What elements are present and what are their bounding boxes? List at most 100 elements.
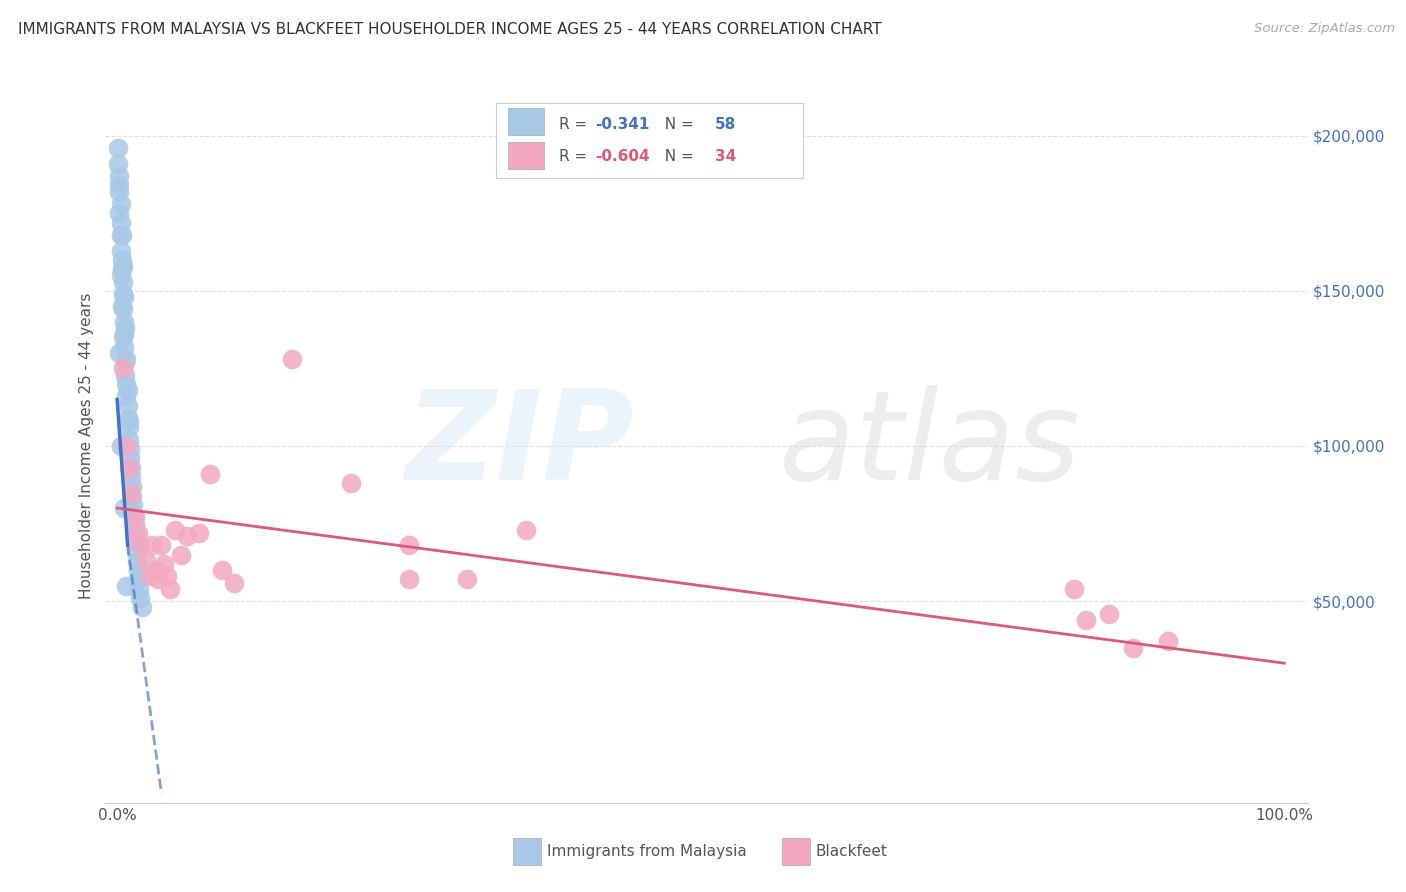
Point (110, 244, 132, 258)
Point (111, 252, 134, 267)
Point (114, 368, 136, 382)
Point (107, 156, 129, 170)
Point (115, 389, 138, 403)
Point (281, 352, 304, 367)
Point (111, 259, 134, 273)
Text: 34: 34 (714, 149, 737, 164)
Point (110, 216, 132, 230)
Point (111, 330, 134, 344)
Point (150, 538, 173, 552)
Point (112, 501, 135, 516)
Point (111, 227, 134, 242)
Point (115, 376, 138, 391)
Point (1063, 582, 1085, 596)
Point (129, 591, 152, 605)
Point (125, 544, 148, 558)
Point (170, 548, 193, 562)
Point (117, 411, 139, 425)
Point (118, 442, 141, 456)
Text: ZIP: ZIP (406, 385, 634, 507)
Point (127, 573, 149, 587)
Point (110, 227, 132, 242)
Text: atlas: atlas (779, 385, 1081, 507)
Point (124, 516, 146, 531)
Point (120, 470, 142, 484)
Point (108, 169, 131, 183)
Point (122, 508, 145, 522)
Point (115, 352, 138, 367)
Point (146, 573, 169, 587)
Point (118, 451, 141, 466)
Point (111, 262, 134, 277)
Point (176, 529, 198, 543)
Point (111, 361, 134, 376)
Text: Immigrants from Malaysia: Immigrants from Malaysia (547, 845, 747, 859)
Point (118, 433, 141, 447)
Text: N =: N = (655, 149, 699, 164)
Text: N =: N = (655, 117, 699, 132)
Point (112, 327, 135, 342)
Text: R =: R = (558, 149, 592, 164)
Point (159, 582, 181, 596)
Point (115, 439, 138, 453)
Point (110, 197, 132, 211)
Text: 58: 58 (714, 117, 737, 132)
Point (222, 575, 245, 590)
Point (145, 563, 167, 577)
Point (115, 579, 138, 593)
Point (165, 523, 187, 537)
Text: IMMIGRANTS FROM MALAYSIA VS BLACKFEET HOUSEHOLDER INCOME AGES 25 - 44 YEARS CORR: IMMIGRANTS FROM MALAYSIA VS BLACKFEET HO… (18, 22, 882, 37)
Point (141, 538, 163, 552)
Point (118, 460, 141, 475)
Text: -0.341: -0.341 (595, 117, 650, 132)
Text: -0.604: -0.604 (595, 149, 650, 164)
Point (127, 525, 149, 540)
Point (120, 485, 142, 500)
Point (108, 346, 131, 360)
Point (122, 498, 145, 512)
Point (114, 321, 136, 335)
Point (107, 141, 129, 155)
FancyBboxPatch shape (496, 103, 803, 178)
Point (129, 538, 152, 552)
Point (108, 178, 131, 193)
Point (112, 290, 135, 304)
Point (117, 399, 139, 413)
Bar (508, 108, 544, 135)
Point (456, 573, 478, 587)
Point (111, 299, 134, 313)
Point (1156, 634, 1178, 648)
Point (121, 479, 143, 493)
Point (111, 287, 134, 301)
Point (156, 569, 179, 583)
Point (121, 489, 143, 503)
Text: Blackfeet: Blackfeet (815, 845, 887, 859)
Point (153, 557, 176, 571)
Point (211, 563, 233, 577)
Point (112, 340, 135, 354)
Point (111, 302, 134, 317)
Point (398, 538, 420, 552)
Point (125, 535, 148, 549)
Point (128, 582, 150, 596)
Point (118, 414, 141, 428)
Point (114, 355, 136, 369)
Point (139, 569, 162, 583)
Point (515, 523, 537, 537)
Point (110, 439, 132, 453)
Point (108, 185, 131, 199)
Text: R =: R = (558, 117, 592, 132)
Point (1074, 613, 1097, 627)
Point (117, 383, 139, 397)
Text: Source: ZipAtlas.com: Source: ZipAtlas.com (1254, 22, 1395, 36)
Point (120, 460, 142, 475)
Bar (508, 143, 544, 169)
Point (124, 525, 146, 540)
Point (111, 275, 134, 289)
Point (131, 600, 153, 615)
Point (398, 573, 420, 587)
Point (200, 467, 222, 481)
Point (187, 525, 209, 540)
Point (112, 315, 135, 329)
Point (1098, 607, 1121, 621)
